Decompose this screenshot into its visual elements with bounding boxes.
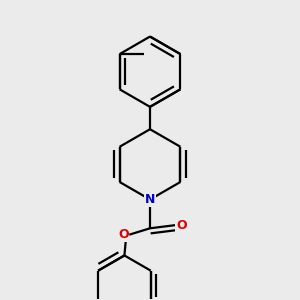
Text: O: O: [118, 228, 129, 241]
Text: N: N: [145, 193, 155, 206]
Text: O: O: [176, 219, 187, 232]
